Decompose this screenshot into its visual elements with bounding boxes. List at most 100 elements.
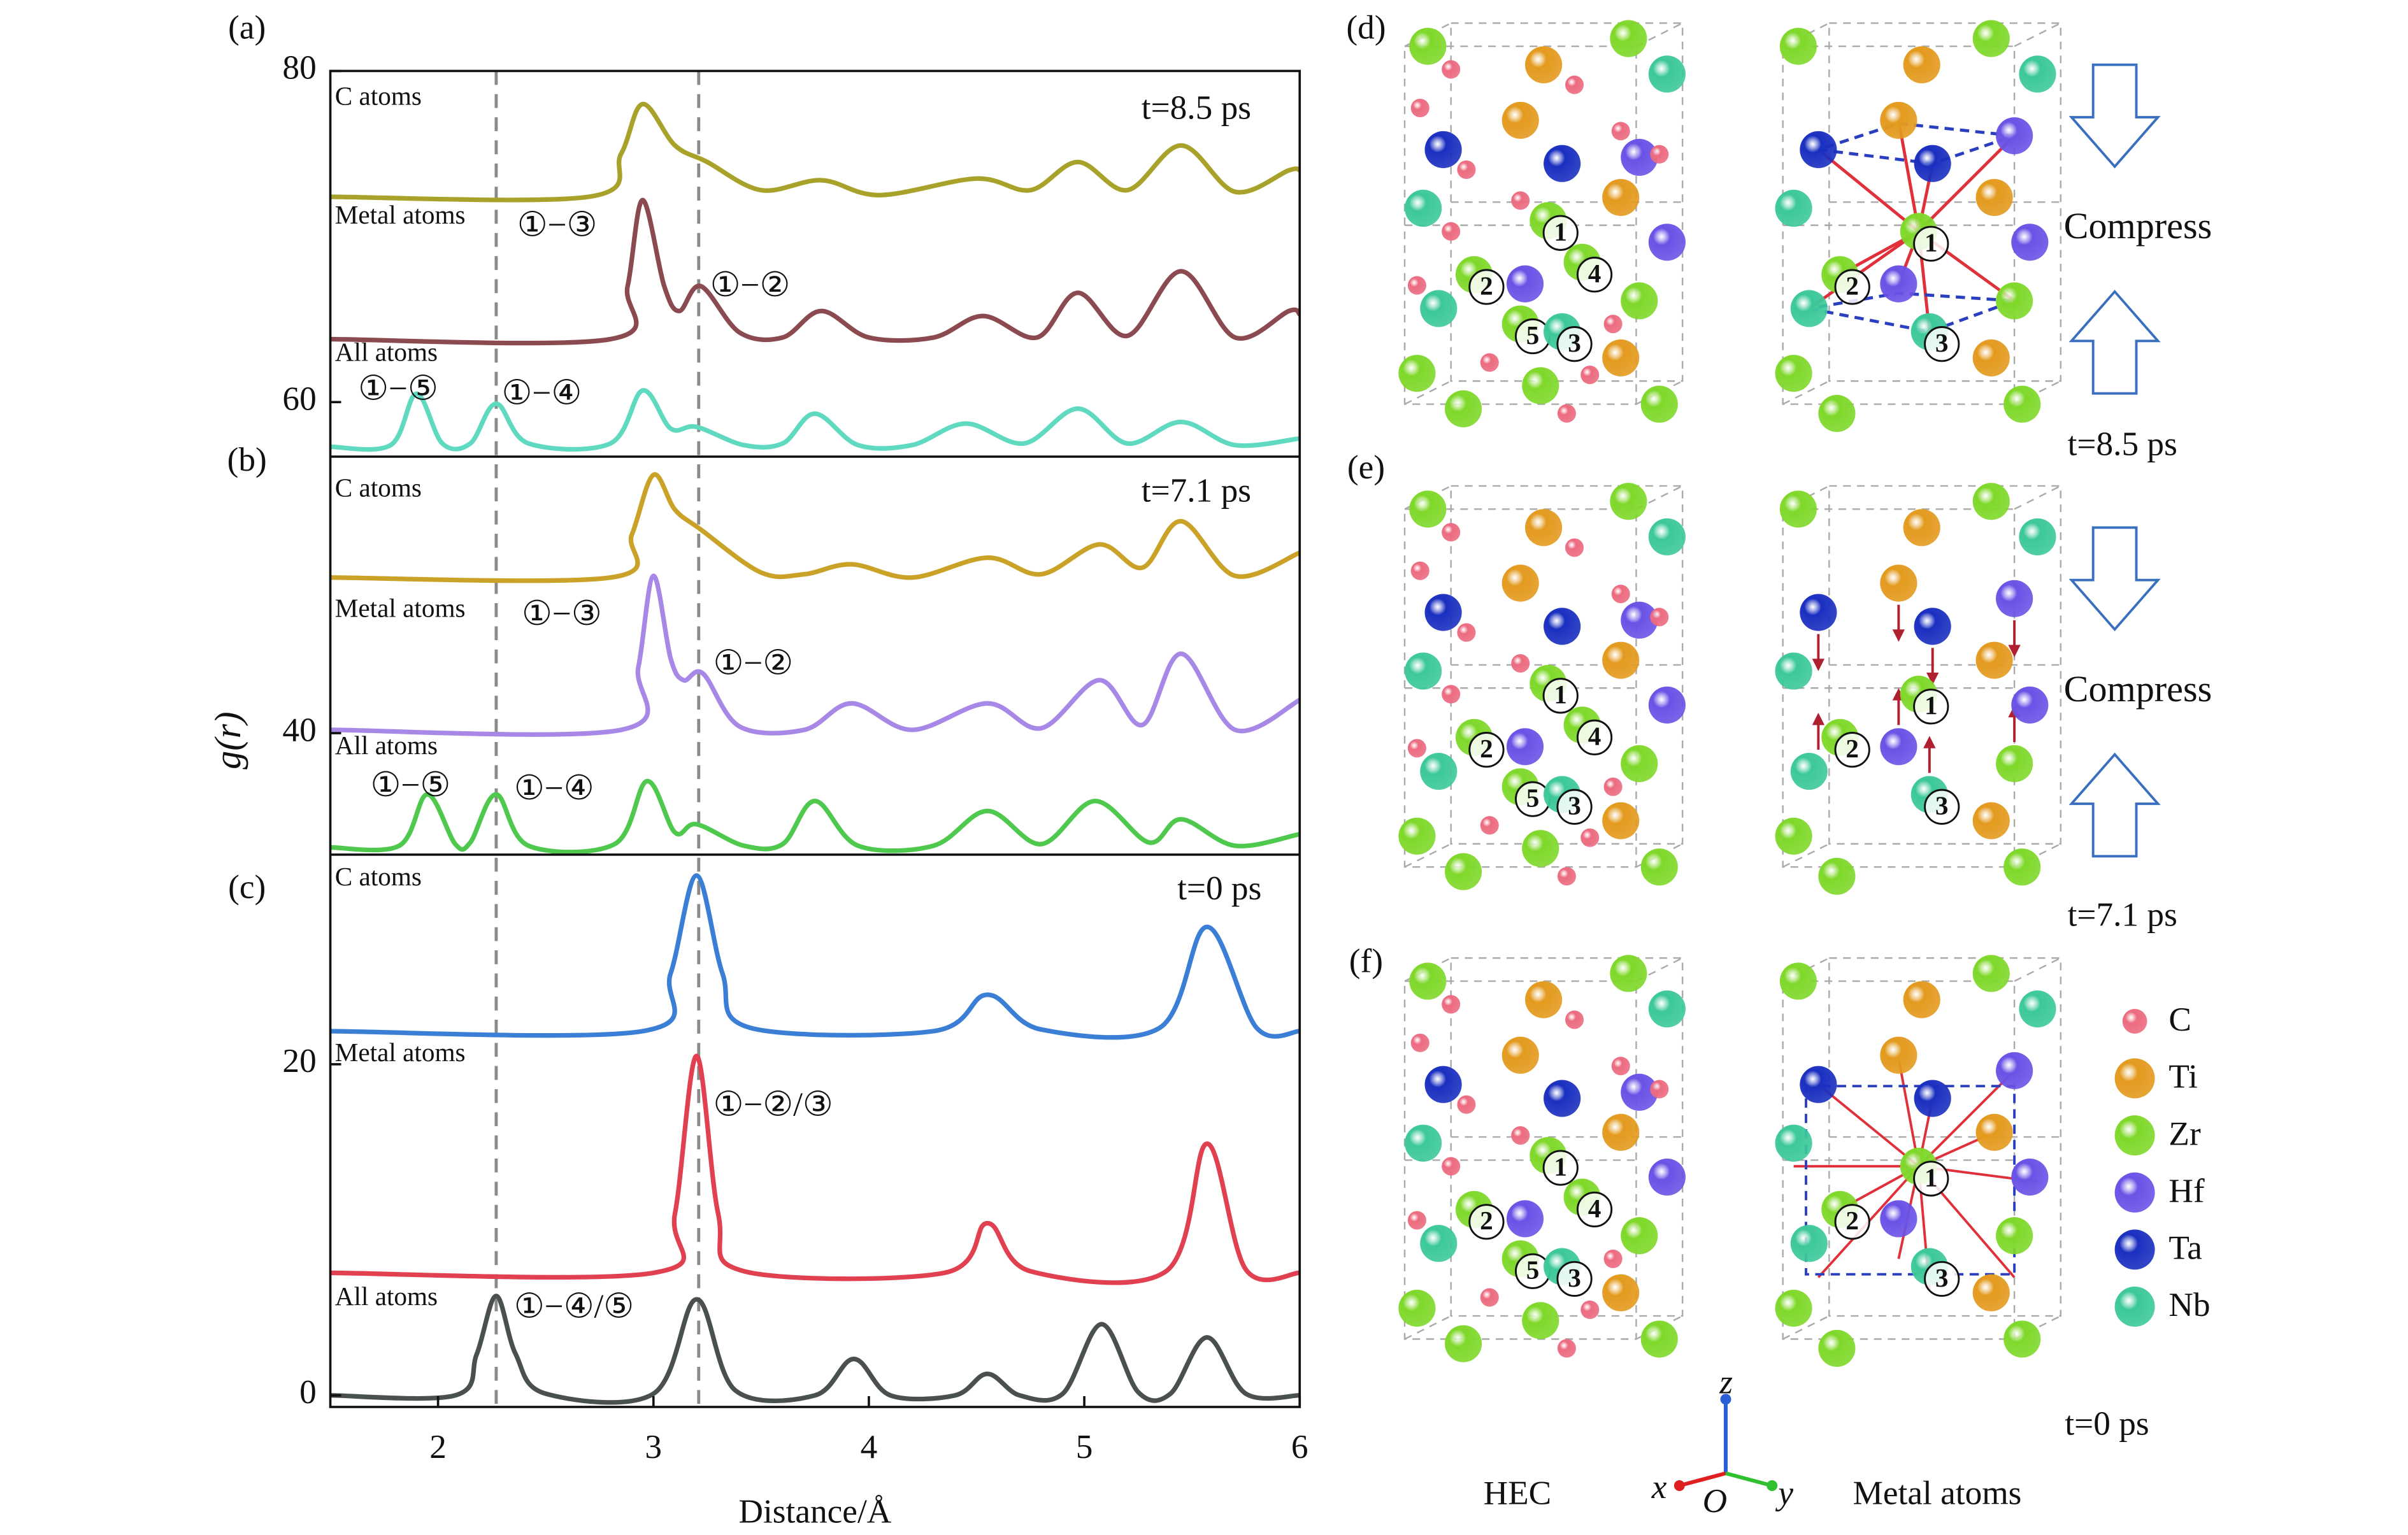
atom xyxy=(2011,224,2049,261)
site-marker xyxy=(1924,1260,1960,1297)
series-label: C atoms xyxy=(335,473,422,503)
site-label: 2 xyxy=(1480,1206,1493,1235)
y-tick-label: 40 xyxy=(282,711,316,748)
series-label: C atoms xyxy=(335,81,422,110)
axis-name: z xyxy=(1719,1363,1733,1401)
bond xyxy=(1817,1083,1920,1167)
axis-arrow-head xyxy=(1720,1394,1731,1405)
cell-edge xyxy=(2014,843,2061,868)
compress-arrow xyxy=(2068,752,2161,858)
cell-edge xyxy=(1782,1315,1830,1340)
legend-swatch xyxy=(2122,1009,2147,1034)
motion-arrow-head xyxy=(2008,645,2021,657)
site-label: 1 xyxy=(1924,1162,1938,1192)
atom xyxy=(1648,990,1686,1028)
atom xyxy=(1557,867,1576,886)
site-label: 4 xyxy=(1588,722,1602,751)
motion-arrow-head xyxy=(1812,713,1825,725)
site-marker xyxy=(1576,1191,1613,1228)
axis-arrow-head xyxy=(1767,1480,1778,1491)
cell-edge xyxy=(2014,957,2061,982)
peak-annotation: ①−③ xyxy=(517,206,598,244)
atom xyxy=(1610,20,1647,57)
site-marker xyxy=(1834,1204,1870,1240)
atom xyxy=(1424,131,1462,169)
atom xyxy=(1603,1249,1623,1268)
atom xyxy=(1557,404,1576,423)
axis-name: O xyxy=(1703,1482,1727,1520)
site-label: 3 xyxy=(1568,791,1581,820)
compress-label: Compress xyxy=(2064,205,2212,246)
atom xyxy=(1610,955,1647,992)
atom xyxy=(1775,355,1812,392)
atom xyxy=(1405,189,1442,227)
atom xyxy=(1903,981,1940,1018)
atom xyxy=(2019,518,2056,555)
atom xyxy=(1405,652,1442,690)
atom xyxy=(1640,1320,1678,1358)
atom xyxy=(1800,131,1837,169)
atom xyxy=(1442,222,1461,241)
atom xyxy=(1648,686,1686,724)
atom xyxy=(1996,282,2033,320)
atom xyxy=(1996,1052,2033,1090)
atom xyxy=(2011,1159,2049,1196)
site-marker xyxy=(1468,269,1505,305)
atom xyxy=(1544,145,1581,182)
panel-label: (d) xyxy=(1346,9,1386,46)
atom xyxy=(1880,265,1917,303)
legend-swatch xyxy=(2114,1287,2155,1327)
atom xyxy=(1880,564,1917,602)
atom xyxy=(1648,518,1686,555)
peak-annotation: ①−④ xyxy=(514,769,594,807)
atom xyxy=(1410,1033,1430,1052)
compress-arrow xyxy=(2068,526,2161,632)
atom xyxy=(1914,145,1951,182)
cell-edge xyxy=(2014,485,2061,510)
atom xyxy=(1522,367,1559,404)
atom xyxy=(1972,20,2010,57)
site-label: 2 xyxy=(1845,1206,1859,1235)
atom xyxy=(1640,848,1678,886)
y-tick-label: 0 xyxy=(299,1373,317,1411)
axis-name: x xyxy=(1651,1468,1667,1506)
legend-label: C xyxy=(2168,1001,2191,1038)
site-marker xyxy=(1556,1260,1593,1297)
atom xyxy=(1409,27,1447,65)
atom xyxy=(1522,1302,1559,1339)
plot-frame xyxy=(329,69,1301,1408)
motion-arrow-head xyxy=(1923,736,1936,748)
legend-swatch xyxy=(2114,1172,2155,1213)
compress-arrow xyxy=(2068,63,2161,169)
series-label: C atoms xyxy=(335,862,422,891)
atom xyxy=(1779,962,1817,1000)
atom xyxy=(1779,490,1817,528)
atom xyxy=(1544,1080,1581,1117)
atom xyxy=(1775,652,1812,690)
bond xyxy=(1917,134,2016,233)
curve xyxy=(330,573,1301,737)
series-label: Metal atoms xyxy=(335,594,466,623)
site-marker xyxy=(1542,678,1579,714)
atom xyxy=(1409,962,1447,1000)
atom xyxy=(1775,1289,1812,1327)
atom xyxy=(1407,1211,1426,1230)
cell-edge xyxy=(2014,380,2061,405)
legend-label: Zr xyxy=(2168,1115,2201,1152)
peak-annotation: ①−② xyxy=(710,266,791,304)
curve xyxy=(330,388,1300,452)
site-label: 1 xyxy=(1554,680,1567,709)
atom xyxy=(1506,1200,1544,1238)
plane xyxy=(1809,291,2015,334)
y-tick-label: 80 xyxy=(282,49,316,87)
atom xyxy=(1621,745,1658,783)
atom xyxy=(1501,1036,1539,1074)
atom xyxy=(1818,1329,1856,1367)
panel-label: (f) xyxy=(1349,942,1383,980)
atom xyxy=(1511,191,1530,210)
atom xyxy=(1602,339,1640,376)
curve xyxy=(330,778,1300,855)
series-label: Metal atoms xyxy=(335,200,466,229)
y-tick-label: 60 xyxy=(282,380,316,417)
atom xyxy=(1480,353,1499,372)
